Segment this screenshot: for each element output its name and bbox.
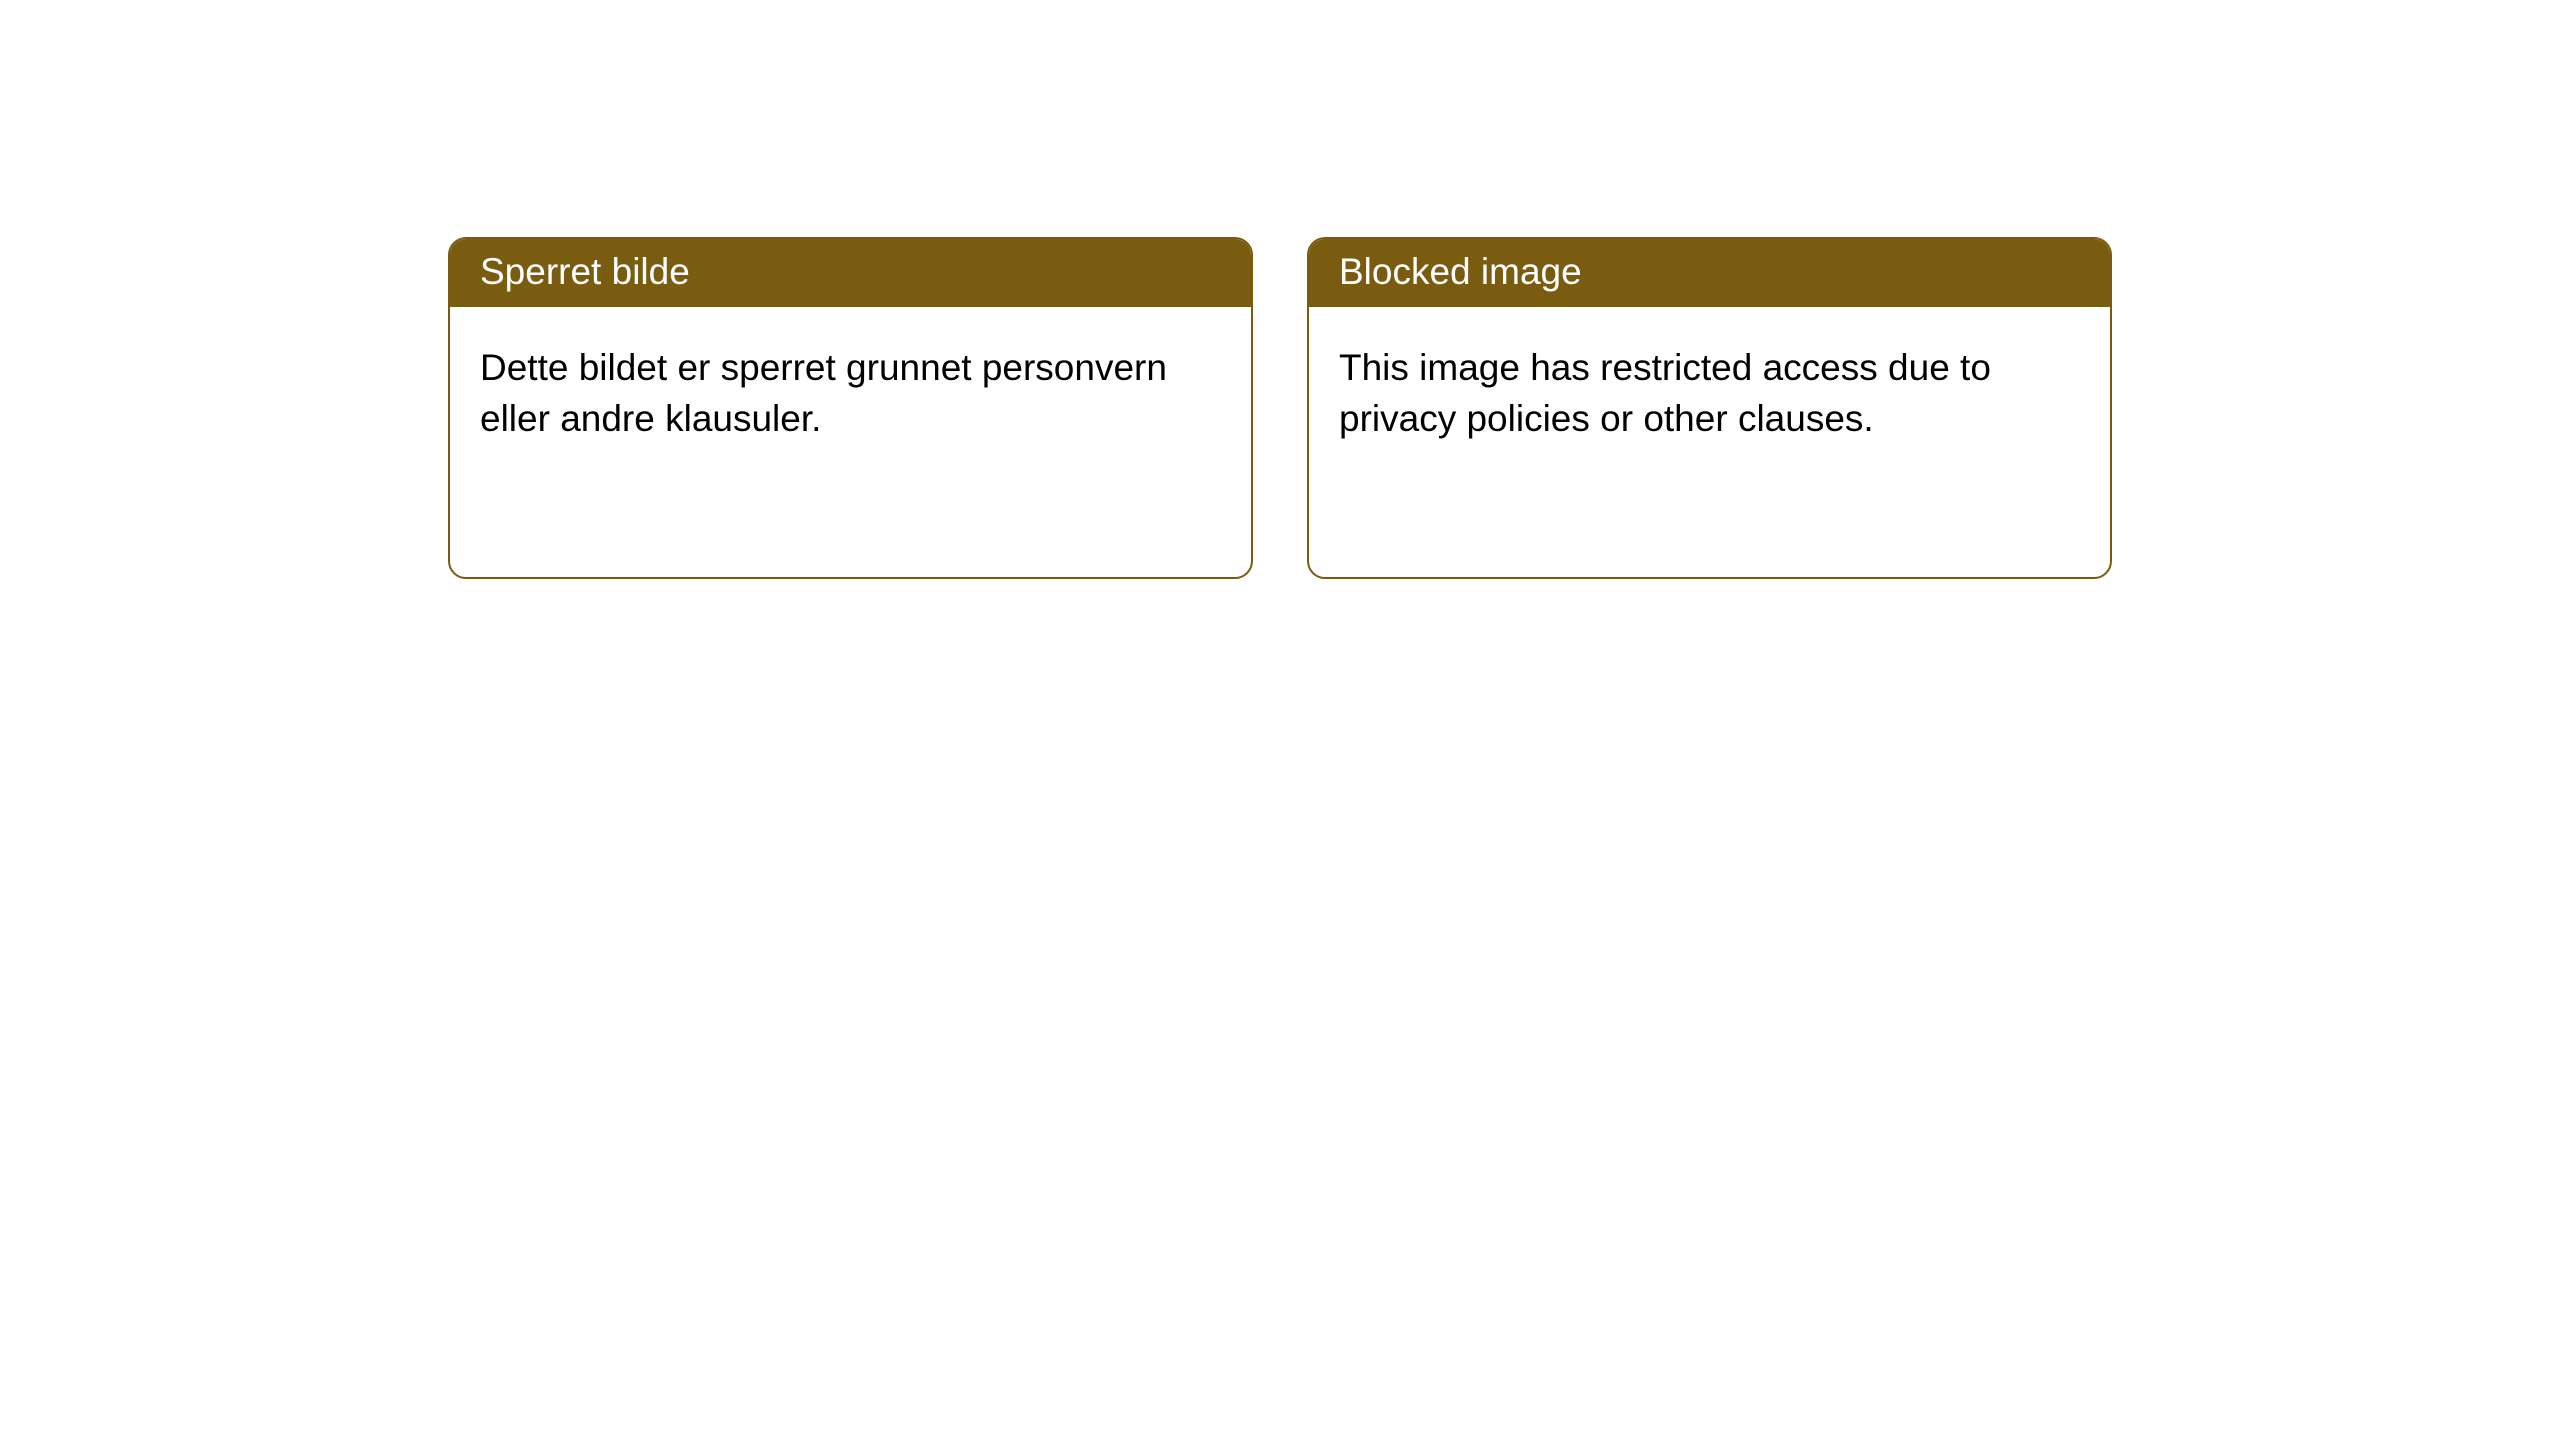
blocked-image-card-norwegian: Sperret bilde Dette bildet er sperret gr…	[448, 237, 1253, 579]
notice-cards-container: Sperret bilde Dette bildet er sperret gr…	[0, 0, 2560, 579]
blocked-image-card-english: Blocked image This image has restricted …	[1307, 237, 2112, 579]
card-body-text: This image has restricted access due to …	[1309, 307, 2110, 577]
card-body-text: Dette bildet er sperret grunnet personve…	[450, 307, 1251, 577]
card-title: Blocked image	[1309, 239, 2110, 307]
card-title: Sperret bilde	[450, 239, 1251, 307]
